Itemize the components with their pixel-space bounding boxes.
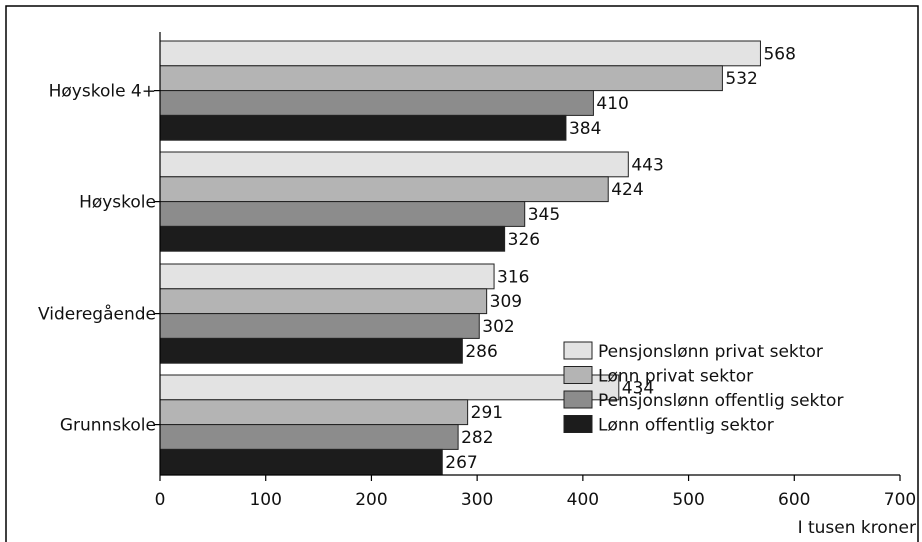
bar: [159, 337, 463, 364]
x-tick-label: 600: [778, 490, 810, 510]
bar-value-label: 291: [471, 403, 503, 423]
x-axis: 0 100 200 300 400 500 600 700: [155, 32, 916, 510]
x-tick-label: 200: [355, 490, 387, 510]
category-label: Videregående: [38, 304, 156, 325]
bar: [159, 399, 469, 426]
bar-value-label: 424: [611, 180, 643, 200]
bar: [159, 288, 488, 315]
x-tick-label: 100: [249, 490, 281, 510]
bar-value-label: 302: [482, 317, 514, 337]
bar-value-label: 309: [490, 292, 522, 312]
bar: [159, 448, 443, 475]
bar: [159, 151, 629, 178]
bar: [159, 114, 567, 141]
bar: [159, 90, 594, 116]
bar: [159, 176, 609, 203]
category-label: Grunnskole: [60, 416, 156, 436]
bar-value-label: 434: [622, 378, 654, 398]
legend-entry-label: Pensjonslønn privat sektor: [598, 342, 823, 362]
category-label: Høyskole 4+: [49, 82, 156, 102]
bar: [159, 225, 506, 252]
x-tick-label: 700: [884, 490, 916, 510]
bar-value-label: 282: [461, 428, 493, 448]
bars-group: 568 532 410 384 443 424 345 326 316 309 302 286 434 2…: [159, 40, 796, 475]
bar-value-label: 443: [631, 155, 663, 175]
x-tick-label: 300: [461, 490, 493, 510]
legend-swatch: [563, 366, 593, 384]
bar-value-label: 267: [445, 453, 477, 473]
legend-entry-label: Pensjonslønn offentlig sektor: [598, 391, 843, 411]
legend-swatch: [563, 415, 593, 433]
legend-swatch: [563, 390, 593, 409]
bar-value-label: 345: [528, 205, 560, 225]
bar: [159, 40, 761, 67]
legend-swatch: [563, 341, 593, 360]
bar-value-label: 316: [497, 267, 529, 287]
x-axis-label: I tusen kroner: [798, 518, 916, 538]
x-tick-label: 400: [567, 490, 599, 510]
bar-value-label: 384: [569, 119, 601, 139]
bar: [159, 424, 459, 450]
bar-value-label: 532: [725, 69, 757, 89]
bar-value-label: 326: [508, 230, 540, 250]
bar: [159, 313, 480, 339]
bar: [159, 201, 526, 227]
legend: Pensjonslønn privat sektor Lønn privat se…: [563, 341, 843, 436]
legend-entry-label: Lønn privat sektor: [598, 367, 753, 387]
category-labels: Høyskole 4+ Høyskole Videregående Grunnskol…: [38, 82, 160, 436]
bar: [159, 65, 723, 92]
bar-value-label: 568: [763, 44, 795, 64]
bar-value-label: 410: [596, 94, 628, 114]
bar: [159, 263, 495, 290]
chart-frame: [5, 5, 919, 542]
bar: [159, 374, 620, 401]
bar-value-label: 286: [465, 342, 497, 362]
legend-entry-label: Lønn offentlig sektor: [598, 416, 774, 436]
x-tick-label: 500: [672, 490, 704, 510]
x-tick-label: 0: [155, 490, 166, 510]
category-label: Høyskole: [79, 193, 156, 213]
